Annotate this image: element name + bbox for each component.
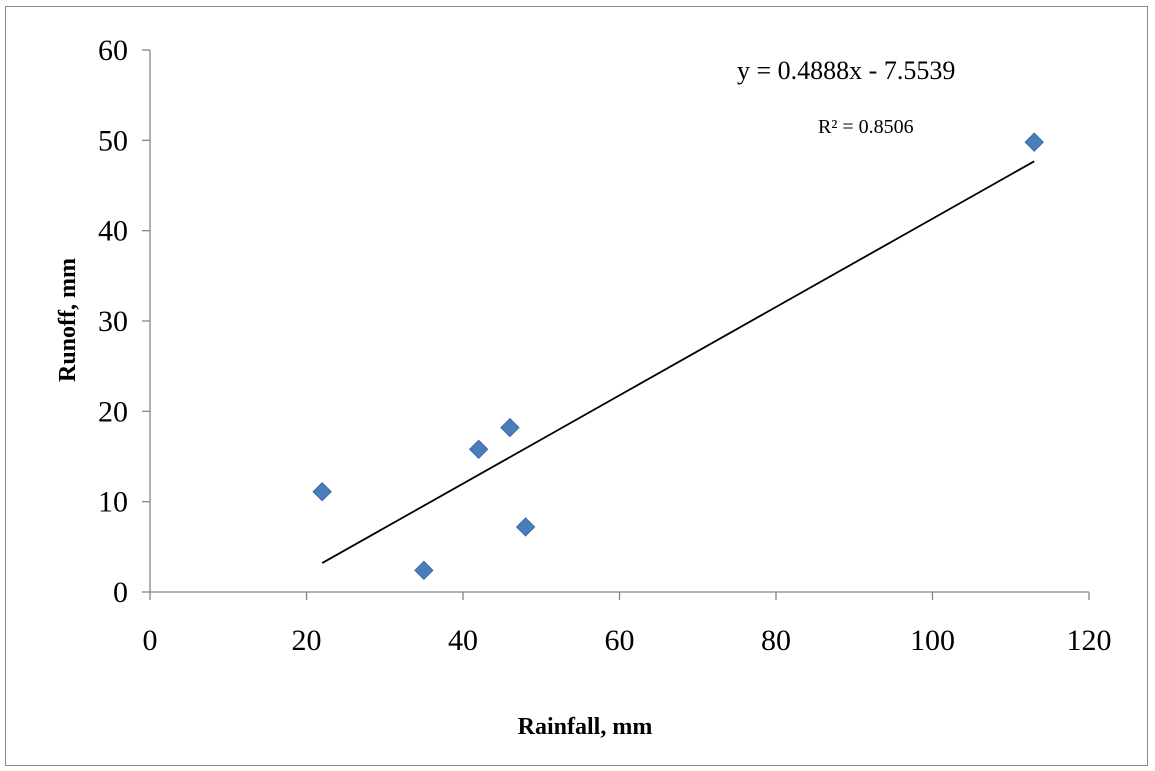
y-tick-label: 30 (98, 305, 128, 338)
x-tick-label: 120 (1067, 624, 1112, 657)
trendline (321, 160, 1035, 564)
y-axis-title: Runoff, mm (55, 258, 81, 382)
y-tick-label: 50 (98, 124, 128, 157)
data-point (500, 417, 520, 438)
y-tick-label: 40 (98, 215, 128, 248)
x-tick-labels: 0 20 40 60 80 100 120 (143, 624, 1112, 657)
trendline-equation: y = 0.4888x - 7.5539 (737, 56, 955, 85)
x-tick-label: 60 (605, 624, 635, 657)
data-points (312, 132, 1044, 581)
y-tick-label: 0 (113, 576, 128, 609)
x-tick-label: 80 (761, 624, 791, 657)
chart-frame (5, 6, 1148, 766)
y-tick-label: 60 (98, 34, 128, 67)
data-point (515, 517, 536, 537)
x-tick-label: 40 (448, 624, 478, 657)
x-tick-label: 0 (143, 624, 158, 657)
y-tick-label: 20 (98, 395, 128, 428)
axes (142, 49, 1090, 600)
data-point (312, 482, 332, 502)
x-axis-title: Rainfall, mm (518, 714, 653, 740)
x-tick-label: 20 (292, 624, 322, 657)
r-squared-label: R² = 0.8506 (818, 116, 914, 138)
trendline-group (321, 160, 1035, 564)
data-point (414, 560, 434, 581)
y-tick-label: 10 (98, 486, 128, 519)
y-tick-labels: 0 10 20 30 40 50 60 (98, 34, 128, 609)
x-tick-label: 100 (910, 624, 955, 657)
data-point (1024, 132, 1044, 152)
data-point (468, 439, 489, 459)
